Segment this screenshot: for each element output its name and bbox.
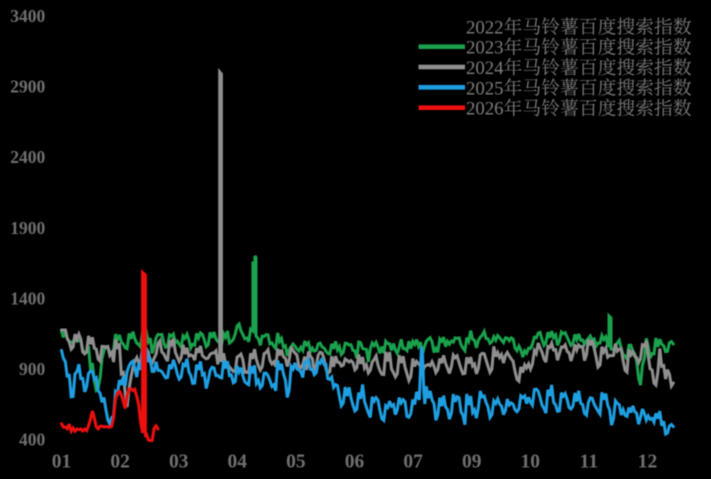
svg-text:10: 10: [521, 452, 541, 473]
svg-text:01: 01: [52, 452, 72, 473]
svg-text:04: 04: [228, 452, 248, 473]
svg-text:1900: 1900: [10, 218, 45, 238]
svg-text:11: 11: [580, 452, 598, 473]
svg-text:400: 400: [19, 430, 46, 450]
svg-text:02: 02: [110, 452, 130, 473]
svg-text:2022: 2022: [466, 17, 504, 38]
svg-text:2023: 2023: [466, 38, 504, 59]
svg-text:900: 900: [19, 359, 46, 379]
svg-text:05: 05: [286, 452, 306, 473]
svg-text:12: 12: [638, 452, 658, 473]
svg-text:2025: 2025: [466, 78, 504, 99]
svg-text:09: 09: [462, 452, 482, 473]
svg-text:03: 03: [169, 452, 189, 473]
svg-text:2900: 2900: [10, 77, 45, 97]
svg-text:2026: 2026: [466, 99, 504, 120]
svg-text:1400: 1400: [10, 288, 45, 308]
svg-text:07: 07: [403, 452, 423, 473]
svg-text:3400: 3400: [10, 6, 45, 26]
svg-text:2400: 2400: [10, 147, 45, 167]
svg-text:2024: 2024: [466, 58, 504, 79]
svg-text:06: 06: [345, 452, 365, 473]
